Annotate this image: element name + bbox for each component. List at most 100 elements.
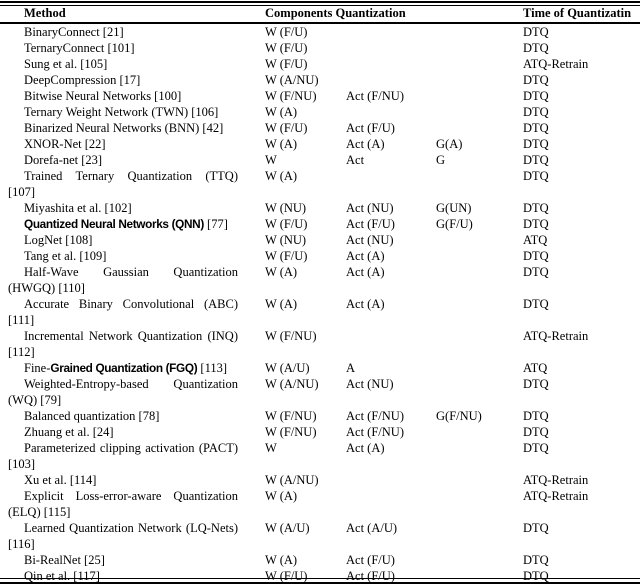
weights-quantization-cell: W (F/U) (265, 57, 308, 71)
method-line: DeepCompression [17] (8, 72, 258, 88)
method-cell: Sung et al. [105] (8, 56, 258, 72)
method-name-text: Half-Wave Gaussian Quantization (24, 265, 238, 279)
method-line: Half-Wave Gaussian Quantization (8, 264, 238, 280)
method-name-text: XNOR-Net [22] (24, 137, 106, 151)
method-name-text: LogNet [108] (24, 233, 93, 247)
method-line: Incremental Network Quantization (INQ) (8, 328, 238, 344)
method-line: Quantized Neural Networks (QNN) [77] (8, 216, 258, 232)
method-cell: Learned Quantization Network (LQ-Nets) [1… (8, 520, 258, 552)
time-of-quantization-cell: DTQ (523, 25, 549, 39)
method-name-text: Ternary Weight Network (TWN) [106] (24, 105, 219, 119)
method-cell: Qin et al. [117] (8, 568, 258, 584)
time-of-quantization-cell: DTQ (523, 553, 549, 567)
method-name-text: Learned Quantization Network (LQ-Nets) (24, 521, 238, 535)
activations-quantization-cell: A (346, 361, 356, 375)
method-cell: Bitwise Neural Networks [100] (8, 88, 258, 104)
method-line: Parameterized clipping activation (PACT) (8, 440, 238, 456)
method-line: BinaryConnect [21] (8, 24, 258, 40)
activations-quantization-cell: Act (NU) (346, 233, 394, 247)
method-name-text: (HWGQ) [110] (8, 281, 85, 295)
method-name-text: Bi-RealNet [25] (24, 553, 105, 567)
method-line: Qin et al. [117] (8, 568, 258, 584)
table-row: Bi-RealNet [25] W (A) Act (F/U) DTQ (0, 552, 640, 568)
method-cell: DeepCompression [17] (8, 72, 258, 88)
method-name-text: Binarized Neural Networks (BNN) [42] (24, 121, 224, 135)
method-cell: Half-Wave Gaussian Quantization (HWGQ) [1… (8, 264, 258, 296)
weights-quantization-cell: W (A/NU) (265, 73, 319, 87)
method-line-continuation: [111] (8, 312, 258, 328)
time-of-quantization-cell: ATQ-Retrain (523, 473, 589, 487)
table-row: Tang et al. [109] W (F/U) Act (A) DTQ (0, 248, 640, 264)
weights-quantization-cell: W (F/U) (265, 25, 308, 39)
method-line: Bi-RealNet [25] (8, 552, 258, 568)
method-line-continuation: (WQ) [79] (8, 392, 258, 408)
method-name-emphasis: Grained Quantization (FGQ) (50, 361, 198, 375)
table-row: Explicit Loss-error-aware Quantization (E… (0, 488, 640, 520)
time-of-quantization-cell: DTQ (523, 41, 549, 55)
table-row: DeepCompression [17] W (A/NU) DTQ (0, 72, 640, 88)
method-cell: Parameterized clipping activation (PACT)… (8, 440, 258, 472)
method-cell: Quantized Neural Networks (QNN) [77] (8, 216, 258, 232)
gradients-quantization-cell: G(F/U) (436, 217, 473, 231)
weights-quantization-cell: W (F/U) (265, 249, 308, 263)
table-row: Zhuang et al. [24] W (F/NU) Act (F/NU) DTQ (0, 424, 640, 440)
method-line: Dorefa-net [23] (8, 152, 258, 168)
method-cell: Bi-RealNet [25] (8, 552, 258, 568)
activations-quantization-cell: Act (346, 153, 365, 167)
method-cell: Incremental Network Quantization (INQ) [1… (8, 328, 258, 360)
weights-quantization-cell: W (A) (265, 169, 298, 183)
table-row: BinaryConnect [21] W (F/U) DTQ (0, 24, 640, 40)
gradients-quantization-cell: G(A) (436, 137, 463, 151)
weights-quantization-cell: W (A/U) (265, 521, 310, 535)
weights-quantization-cell: W (NU) (265, 233, 307, 247)
weights-quantization-cell: W (A) (265, 297, 298, 311)
table-row: Xu et al. [114] W (A/NU) ATQ-Retrain (0, 472, 640, 488)
time-of-quantization-cell: DTQ (523, 105, 549, 119)
method-name-text: Tang et al. [109] (24, 249, 107, 263)
method-line: Sung et al. [105] (8, 56, 258, 72)
time-of-quantization-cell: ATQ-Retrain (523, 57, 589, 71)
method-cell: Explicit Loss-error-aware Quantization (E… (8, 488, 258, 520)
activations-quantization-cell: Act (F/NU) (346, 425, 404, 439)
table-top-rule-inner (0, 5, 640, 6)
method-name-text: Miyashita et al. [102] (24, 201, 132, 215)
weights-quantization-cell: W (F/U) (265, 217, 308, 231)
table-row: Sung et al. [105] W (F/U) ATQ-Retrain (0, 56, 640, 72)
table-row: Incremental Network Quantization (INQ) [1… (0, 328, 640, 360)
column-header-method: Method (24, 6, 66, 20)
method-line-continuation: [103] (8, 456, 258, 472)
table-row: Learned Quantization Network (LQ-Nets) [1… (0, 520, 640, 552)
gradients-quantization-cell: G(UN) (436, 201, 472, 215)
method-cell: Trained Ternary Quantization (TTQ) [107] (8, 168, 258, 200)
method-name-text: Xu et al. [114] (24, 473, 97, 487)
method-name-text: Zhuang et al. [24] (24, 425, 114, 439)
table-row: Ternary Weight Network (TWN) [106] W (A) D… (0, 104, 640, 120)
method-name-text: TernaryConnect [101] (24, 41, 135, 55)
time-of-quantization-cell: ATQ-Retrain (523, 489, 589, 503)
method-line: Xu et al. [114] (8, 472, 258, 488)
time-of-quantization-cell: DTQ (523, 89, 549, 103)
activations-quantization-cell: Act (F/U) (346, 553, 395, 567)
time-of-quantization-cell: DTQ (523, 153, 549, 167)
method-cell: Ternary Weight Network (TWN) [106] (8, 104, 258, 120)
table-row: Fine-Grained Quantization (FGQ) [113] W (… (0, 360, 640, 376)
activations-quantization-cell: Act (A/U) (346, 521, 398, 535)
method-line-continuation: [107] (8, 184, 258, 200)
table-row: Binarized Neural Networks (BNN) [42] W (F… (0, 120, 640, 136)
time-of-quantization-cell: DTQ (523, 265, 549, 279)
activations-quantization-cell: Act (F/U) (346, 217, 395, 231)
method-name-text: Trained Ternary Quantization (TTQ) (24, 169, 238, 183)
method-name-text: Fine- (24, 361, 51, 375)
method-line: Trained Ternary Quantization (TTQ) (8, 168, 238, 184)
method-cell: Accurate Binary Convolutional (ABC) [111] (8, 296, 258, 328)
table-row: TernaryConnect [101] W (F/U) DTQ (0, 40, 640, 56)
activations-quantization-cell: Act (A) (346, 249, 385, 263)
method-cell: BinaryConnect [21] (8, 24, 258, 40)
method-cell: LogNet [108] (8, 232, 258, 248)
method-line: LogNet [108] (8, 232, 258, 248)
weights-quantization-cell: W (265, 441, 277, 455)
method-name-emphasis: Quantized Neural Networks (QNN) (24, 217, 204, 231)
weights-quantization-cell: W (F/NU) (265, 409, 317, 423)
activations-quantization-cell: Act (A) (346, 137, 385, 151)
table-row: Half-Wave Gaussian Quantization (HWGQ) [1… (0, 264, 640, 296)
